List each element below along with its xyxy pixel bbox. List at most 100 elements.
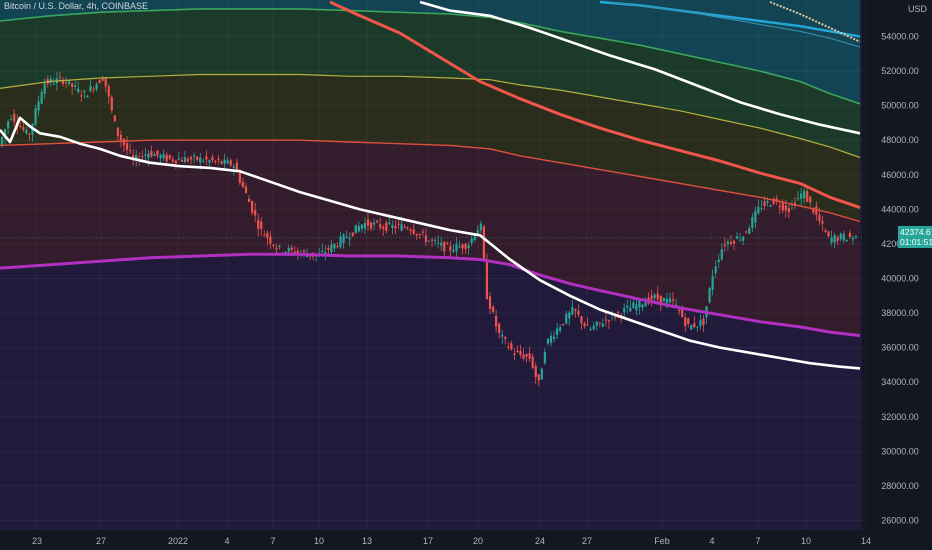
candle-body[interactable] <box>598 322 601 324</box>
candle-body[interactable] <box>223 159 226 164</box>
candle-body[interactable] <box>226 160 229 164</box>
candle-body[interactable] <box>74 85 77 87</box>
candle-body[interactable] <box>470 238 473 244</box>
candle-body[interactable] <box>177 158 180 160</box>
candle-body[interactable] <box>729 242 733 244</box>
candle-body[interactable] <box>434 240 437 242</box>
candle-body[interactable] <box>510 343 513 350</box>
candle-body[interactable] <box>290 247 293 250</box>
candle-body[interactable] <box>247 198 251 202</box>
candle-body[interactable] <box>848 232 851 238</box>
candle-body[interactable] <box>656 293 659 300</box>
candle-body[interactable] <box>147 153 150 158</box>
candle-body[interactable] <box>412 229 415 234</box>
candle-body[interactable] <box>580 316 583 324</box>
candle-body[interactable] <box>742 236 745 241</box>
candle-body[interactable] <box>732 240 736 244</box>
candle-body[interactable] <box>430 239 434 241</box>
candle-body[interactable] <box>266 233 269 239</box>
candle-body[interactable] <box>34 108 37 125</box>
candle-body[interactable] <box>546 338 550 344</box>
candle-body[interactable] <box>839 233 842 240</box>
candle-body[interactable] <box>485 259 489 300</box>
candle-body[interactable] <box>632 302 635 309</box>
candle-body[interactable] <box>385 222 388 231</box>
candle-body[interactable] <box>745 231 748 233</box>
candle-body[interactable] <box>61 79 65 84</box>
candle-body[interactable] <box>739 239 742 241</box>
candle-body[interactable] <box>296 250 299 254</box>
candle-body[interactable] <box>854 236 858 238</box>
candle-body[interactable] <box>461 244 464 249</box>
candle-body[interactable] <box>784 205 787 211</box>
candle-body[interactable] <box>531 356 534 368</box>
candle-body[interactable] <box>275 247 278 250</box>
candle-body[interactable] <box>467 245 470 248</box>
candle-body[interactable] <box>552 336 556 339</box>
candle-body[interactable] <box>415 234 418 236</box>
candle-body[interactable] <box>754 211 757 223</box>
candle-body[interactable] <box>586 324 589 326</box>
candle-body[interactable] <box>104 77 107 87</box>
candle-body[interactable] <box>769 205 772 207</box>
candle-body[interactable] <box>52 83 55 85</box>
candle-body[interactable] <box>251 200 254 213</box>
candle-body[interactable] <box>717 259 720 263</box>
candle-body[interactable] <box>269 236 272 244</box>
candle-body[interactable] <box>851 238 855 240</box>
candle-body[interactable] <box>674 304 678 307</box>
candle-body[interactable] <box>232 166 235 168</box>
candle-body[interactable] <box>330 244 333 253</box>
candle-body[interactable] <box>424 235 428 242</box>
candle-body[interactable] <box>129 150 132 152</box>
candle-body[interactable] <box>488 296 492 309</box>
candle-body[interactable] <box>681 308 684 317</box>
candle-body[interactable] <box>699 320 702 326</box>
candle-body[interactable] <box>13 113 16 122</box>
candle-body[interactable] <box>830 237 833 243</box>
candle-body[interactable] <box>369 222 373 229</box>
candle-body[interactable] <box>7 121 10 129</box>
candle-body[interactable] <box>254 210 257 216</box>
candle-body[interactable] <box>507 346 510 348</box>
candle-body[interactable] <box>153 154 156 156</box>
candle-body[interactable] <box>43 83 46 94</box>
candle-body[interactable] <box>601 323 604 327</box>
candle-body[interactable] <box>40 92 43 104</box>
candlesticks[interactable] <box>0 71 858 387</box>
candle-body[interactable] <box>650 295 653 300</box>
candle-body[interactable] <box>25 129 28 134</box>
candle-body[interactable] <box>238 172 241 183</box>
candle-body[interactable] <box>354 224 357 234</box>
candle-body[interactable] <box>827 231 830 237</box>
candle-body[interactable] <box>711 276 714 290</box>
candle-body[interactable] <box>833 235 836 243</box>
candle-body[interactable] <box>205 156 208 160</box>
candle-body[interactable] <box>190 157 193 160</box>
candle-body[interactable] <box>641 304 644 308</box>
candle-body[interactable] <box>37 101 40 111</box>
candle-body[interactable] <box>607 320 611 322</box>
candle-body[interactable] <box>241 182 245 187</box>
candle-body[interactable] <box>19 126 22 128</box>
candle-body[interactable] <box>565 313 568 324</box>
candle-body[interactable] <box>427 240 431 242</box>
candle-body[interactable] <box>211 156 214 161</box>
candle-body[interactable] <box>623 307 626 313</box>
candle-body[interactable] <box>775 198 778 202</box>
candle-body[interactable] <box>452 250 455 253</box>
candle-body[interactable] <box>409 229 412 232</box>
candle-body[interactable] <box>787 208 790 213</box>
candle-body[interactable] <box>772 198 775 205</box>
candle-body[interactable] <box>110 96 113 111</box>
candle-body[interactable] <box>595 321 598 326</box>
candle-body[interactable] <box>671 299 675 301</box>
candle-body[interactable] <box>562 323 565 325</box>
candle-body[interactable] <box>815 206 818 215</box>
candle-body[interactable] <box>501 334 504 337</box>
candle-body[interactable] <box>379 224 382 228</box>
candle-body[interactable] <box>83 91 86 93</box>
candle-body[interactable] <box>556 328 559 335</box>
candle-body[interactable] <box>199 157 202 163</box>
candle-body[interactable] <box>824 230 827 232</box>
